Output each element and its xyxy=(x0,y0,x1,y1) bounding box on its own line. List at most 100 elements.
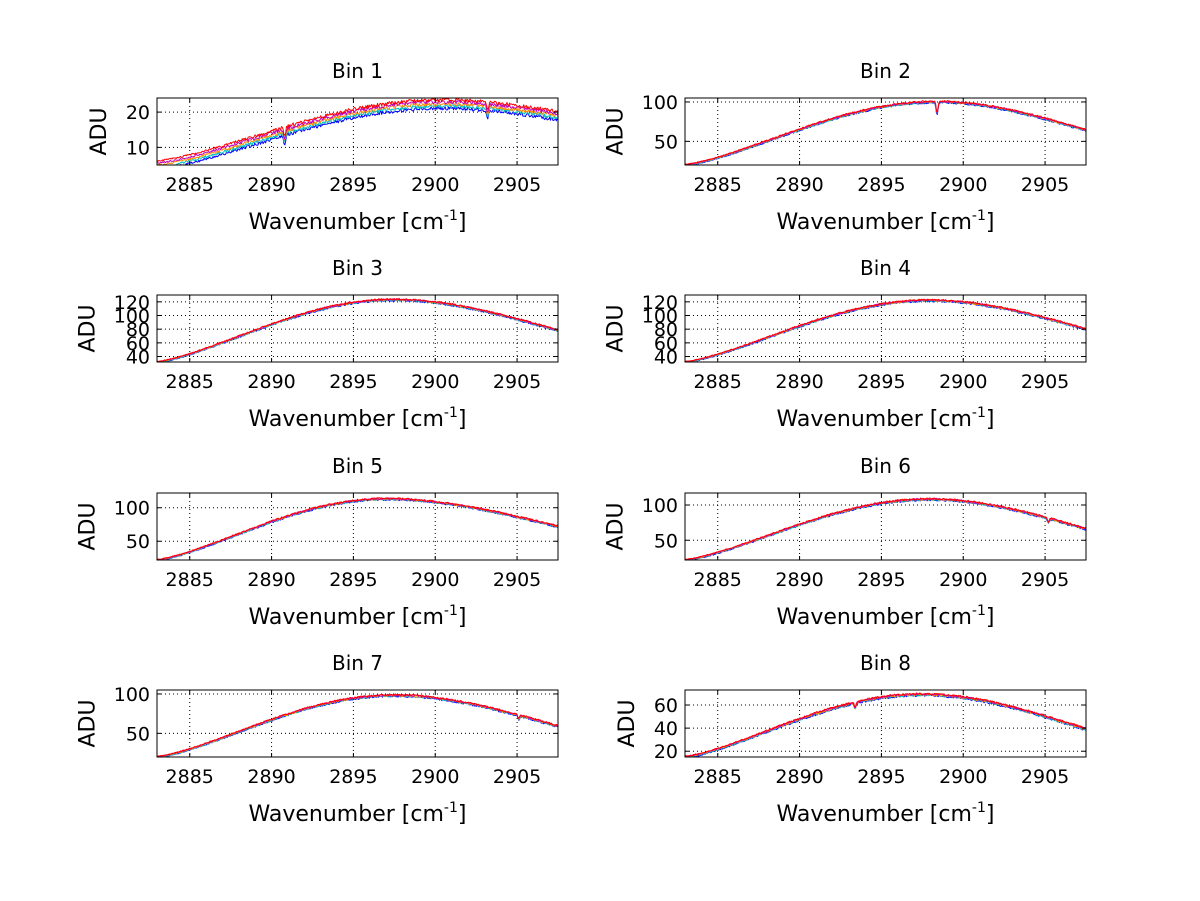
y-tick-label: 120 xyxy=(642,292,678,314)
x-tick-label: 2890 xyxy=(775,174,823,196)
axes-box xyxy=(156,492,559,561)
subplot-title: Bin 7 xyxy=(332,651,383,675)
x-axis-label: Wavenumber [cm-1] xyxy=(249,405,467,432)
x-tick-label: 2885 xyxy=(694,569,742,591)
x-tick-label: 2885 xyxy=(694,766,742,788)
x-axis-label: Wavenumber [cm-1] xyxy=(777,208,995,235)
subplot-title: Bin 6 xyxy=(860,454,911,478)
series-line-1 xyxy=(179,106,558,165)
series-line-3 xyxy=(685,498,1086,560)
x-tick-label: 2905 xyxy=(493,371,541,393)
subplot-title: Bin 8 xyxy=(860,651,911,675)
y-tick-label: 80 xyxy=(654,319,678,341)
x-tick-label: 2890 xyxy=(247,569,295,591)
subplot-bin-6: 2885 2890 2895 2900 2905 50 100 Bin 6 Wavenumber… xyxy=(604,454,1087,630)
y-axis-label: ADU xyxy=(76,502,101,550)
x-axis-label: Wavenumber [cm-1] xyxy=(777,405,995,432)
x-axis-label: Wavenumber [cm-1] xyxy=(777,603,995,630)
y-tick-label: 50 xyxy=(654,530,678,552)
y-axis-label: ADU xyxy=(76,304,101,352)
y-tick-label: 20 xyxy=(654,741,678,763)
x-tick-label: 2905 xyxy=(1021,371,1069,393)
x-tick-label: 2885 xyxy=(166,766,214,788)
axes-box xyxy=(684,492,1087,561)
y-tick-label: 40 xyxy=(654,718,678,740)
y-axis-label: ADU xyxy=(87,107,112,155)
x-tick-label: 2905 xyxy=(493,766,541,788)
y-tick-label: 60 xyxy=(654,695,678,717)
x-tick-label: 2885 xyxy=(166,371,214,393)
y-tick-label: 50 xyxy=(126,723,150,745)
y-tick-label: 50 xyxy=(126,531,150,553)
y-tick-label: 100 xyxy=(642,495,678,517)
y-tick-label: 60 xyxy=(654,333,678,355)
x-tick-label: 2885 xyxy=(166,569,214,591)
y-tick-label: 60 xyxy=(126,333,150,355)
subplot-bin-7: 2885 2890 2895 2900 2905 50 100 Bin 7 Wavenumber… xyxy=(76,651,559,827)
axes-box xyxy=(684,97,1087,166)
x-tick-label: 2895 xyxy=(857,174,905,196)
x-tick-label: 2890 xyxy=(247,766,295,788)
y-tick-label: 100 xyxy=(114,306,150,328)
x-tick-label: 2905 xyxy=(1021,569,1069,591)
series-line-5 xyxy=(157,297,558,362)
x-tick-label: 2890 xyxy=(775,371,823,393)
x-tick-label: 2885 xyxy=(694,371,742,393)
x-tick-label: 2900 xyxy=(939,569,987,591)
x-tick-label: 2900 xyxy=(411,174,459,196)
y-axis-label: ADU xyxy=(76,699,101,747)
axes-box xyxy=(684,294,1087,363)
y-axis-label: ADU xyxy=(604,304,629,352)
x-tick-label: 2885 xyxy=(166,174,214,196)
x-tick-label: 2905 xyxy=(493,569,541,591)
x-tick-label: 2895 xyxy=(329,174,377,196)
axes-box xyxy=(156,294,559,363)
series-line-5 xyxy=(157,693,558,757)
x-tick-label: 2890 xyxy=(247,174,295,196)
y-axis-label: ADU xyxy=(604,502,629,550)
x-tick-label: 2900 xyxy=(939,174,987,196)
x-tick-label: 2900 xyxy=(939,371,987,393)
axes-box xyxy=(156,689,559,758)
x-tick-label: 2900 xyxy=(411,569,459,591)
x-tick-label: 2905 xyxy=(493,174,541,196)
y-tick-label: 100 xyxy=(642,92,678,114)
axes-box xyxy=(156,97,559,166)
y-tick-label: 20 xyxy=(126,102,150,124)
series-line-5 xyxy=(157,98,558,162)
x-tick-label: 2895 xyxy=(329,371,377,393)
x-tick-label: 2905 xyxy=(1021,766,1069,788)
subplot-title: Bin 5 xyxy=(332,454,383,478)
series-line-5 xyxy=(157,497,558,560)
x-tick-label: 2895 xyxy=(857,569,905,591)
series-line-5 xyxy=(685,692,1086,757)
subplot-title: Bin 1 xyxy=(332,59,383,83)
x-tick-label: 2885 xyxy=(694,174,742,196)
subplot-title: Bin 4 xyxy=(860,256,911,280)
subplot-bin-2: 2885 2890 2895 2900 2905 50 100 Bin 2 Wavenumber… xyxy=(604,59,1087,235)
x-tick-label: 2895 xyxy=(857,371,905,393)
y-tick-label: 40 xyxy=(654,347,678,369)
y-tick-label: 40 xyxy=(126,347,150,369)
y-axis-label: ADU xyxy=(615,699,640,747)
y-tick-label: 10 xyxy=(126,137,150,159)
x-tick-label: 2900 xyxy=(411,766,459,788)
y-tick-label: 100 xyxy=(114,498,150,520)
subplot-title: Bin 3 xyxy=(332,256,383,280)
x-tick-label: 2905 xyxy=(1021,174,1069,196)
series-line-5 xyxy=(685,497,1086,560)
x-axis-label: Wavenumber [cm-1] xyxy=(249,603,467,630)
x-axis-label: Wavenumber [cm-1] xyxy=(249,208,467,235)
x-tick-label: 2890 xyxy=(775,569,823,591)
y-tick-label: 100 xyxy=(114,684,150,706)
subplot-bin-5: 2885 2890 2895 2900 2905 50 100 Bin 5 Wavenumber… xyxy=(76,454,559,630)
x-tick-label: 2890 xyxy=(775,766,823,788)
x-tick-label: 2890 xyxy=(247,371,295,393)
subplot-title: Bin 2 xyxy=(860,59,911,83)
x-axis-label: Wavenumber [cm-1] xyxy=(777,800,995,827)
